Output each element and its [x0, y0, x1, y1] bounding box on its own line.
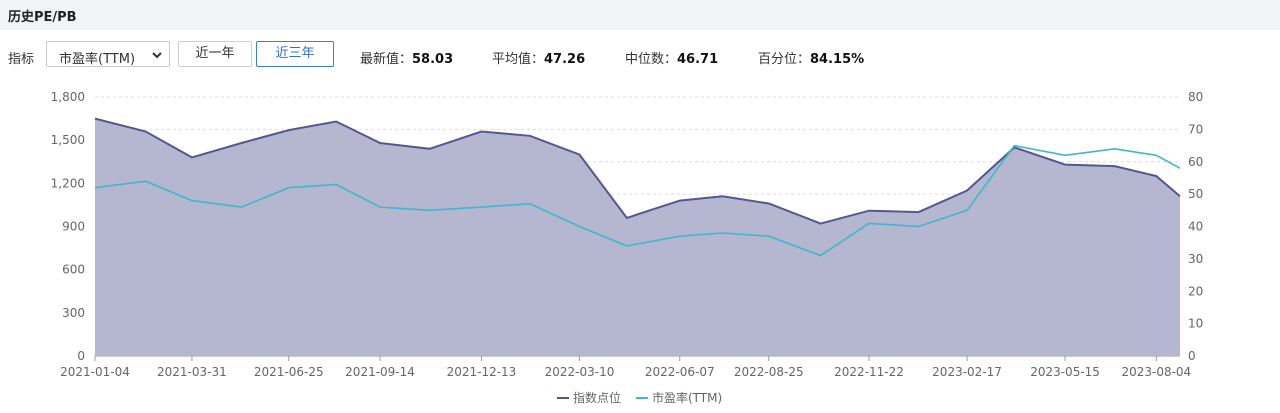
median-stat: 中位数：46.71	[625, 48, 718, 67]
right-axis-ticks: 0 10 20 30 40 50 60 70 80	[1188, 90, 1203, 363]
right-axis-tick-label: 80	[1188, 90, 1203, 104]
average-stat: 平均值：47.26	[492, 48, 585, 67]
right-axis-tick-label: 20	[1188, 284, 1203, 298]
latest-label: 最新值：	[360, 52, 413, 67]
left-axis-ticks: 0 300 600 900 1,200 1,500 1,800	[51, 90, 85, 363]
left-axis-tick-label: 900	[62, 220, 85, 234]
right-axis-tick-label: 60	[1188, 155, 1203, 169]
right-axis-tick-label: 50	[1188, 187, 1203, 201]
percentile-value: 84.15%	[810, 52, 865, 67]
indicator-select[interactable]: 市盈率(TTM)	[46, 41, 170, 67]
left-axis-tick-label: 1,800	[51, 90, 85, 104]
range-3y-button[interactable]: 近三年	[256, 41, 334, 67]
indicator-select-value: 市盈率(TTM)	[59, 52, 136, 67]
index-area	[95, 118, 1180, 356]
x-axis-tick-label: 2023-02-17	[932, 365, 1002, 379]
right-axis-tick-label: 0	[1188, 349, 1196, 363]
pe-line-layer	[94, 144, 1181, 257]
right-axis-tick-label: 70	[1188, 122, 1203, 136]
median-value: 46.71	[677, 52, 719, 67]
range-3y-label: 近三年	[275, 46, 315, 61]
index-area-layer	[94, 117, 1181, 356]
left-axis-tick-label: 600	[62, 263, 85, 277]
x-axis-ticks: 2021-01-04 2021-03-31 2021-06-25 2021-09-14…	[60, 356, 1191, 379]
median-label: 中位数：	[625, 52, 678, 67]
x-axis-tick-label: 2022-06-07	[645, 365, 715, 379]
header-bar: 历史PE/PB	[0, 0, 1280, 30]
x-axis-tick-label: 2022-03-10	[545, 365, 615, 379]
latest-value: 58.03	[412, 52, 454, 67]
percentile-stat: 百分位：84.15%	[758, 48, 864, 67]
indicator-label: 指标	[8, 52, 35, 67]
pe-line	[94, 144, 1181, 257]
left-axis-tick-label: 1,200	[51, 176, 85, 190]
x-axis-tick-label: 2023-05-15	[1030, 365, 1100, 379]
x-axis-tick-label: 2021-03-31	[157, 365, 227, 379]
average-value: 47.26	[544, 52, 586, 67]
left-axis-tick-label: 300	[62, 306, 85, 320]
x-axis-tick-label: 2022-08-25	[734, 365, 804, 379]
range-1y-label: 近一年	[195, 46, 235, 61]
x-axis-tick-label: 2021-12-13	[447, 365, 517, 379]
x-axis-tick-label: 2021-01-04	[60, 365, 130, 379]
left-axis-tick-label: 0	[77, 349, 85, 363]
right-axis-tick-label: 30	[1188, 252, 1203, 266]
x-axis-tick-label: 2022-11-22	[834, 365, 904, 379]
controls-row: 指标 市盈率(TTM) 近一年 近三年 最新值：58.03 平均值：47.26 …	[0, 40, 1280, 70]
right-axis-tick-label: 10	[1188, 317, 1203, 331]
right-axis-tick-label: 40	[1188, 220, 1203, 234]
chevron-down-icon	[152, 52, 162, 59]
x-axis-tick-label: 2021-06-25	[254, 365, 324, 379]
legend: 指数点位 市盈率(TTM)	[557, 390, 722, 405]
pe-history-chart: 0 300 600 900 1,200 1,500 1,800 0 10 20 30 40 50 60 7…	[51, 90, 1204, 405]
page-title: 历史PE/PB	[8, 10, 77, 25]
index-line	[94, 117, 1181, 225]
latest-stat: 最新值：58.03	[360, 48, 453, 67]
average-label: 平均值：	[492, 52, 545, 67]
range-1y-button[interactable]: 近一年	[178, 41, 252, 67]
percentile-label: 百分位：	[758, 52, 811, 67]
legend-label-index: 指数点位	[573, 390, 621, 405]
left-axis-tick-label: 1,500	[51, 133, 85, 147]
x-axis-tick-label: 2021-09-14	[345, 365, 415, 379]
x-axis-tick-label: 2023-08-04	[1121, 365, 1191, 379]
legend-label-pe: 市盈率(TTM)	[652, 390, 722, 405]
